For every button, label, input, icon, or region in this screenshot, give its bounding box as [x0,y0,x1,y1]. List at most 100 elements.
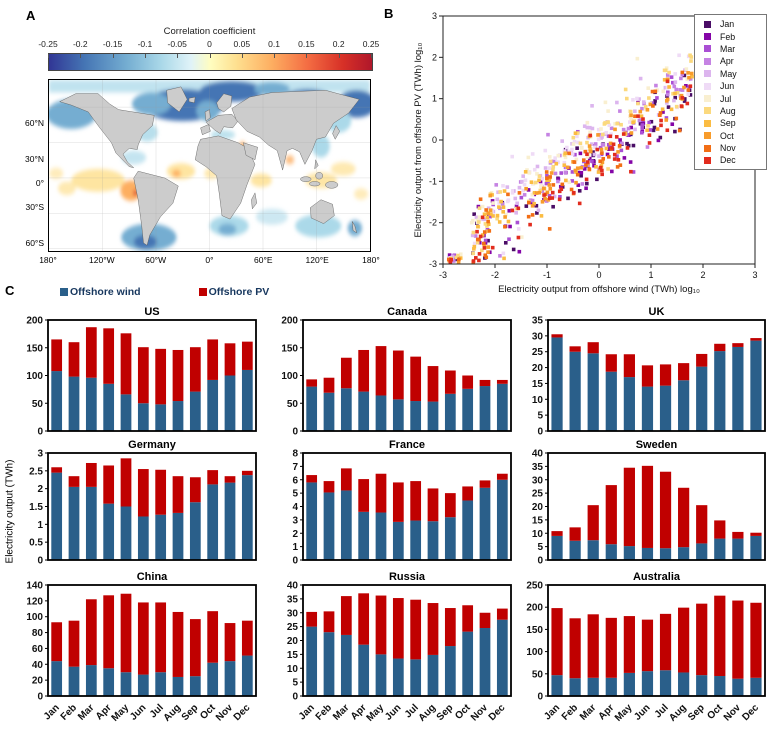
bar-ytick-label: 5 [292,678,298,689]
bar-ytick-label: 35 [532,462,544,473]
world-map-svg [46,80,377,251]
bar-month-label: Aug [667,702,689,724]
scatter-legend-item: Sep [695,117,766,129]
bar-wind-segment [85,377,97,431]
bar-pv-segment [427,603,439,655]
bar-ytick-label: 10 [532,395,544,406]
scatter-legend-item: Jun [695,80,766,92]
colorbar-tick-label: -0.25 [38,39,58,49]
bar-pv-segment [189,477,201,503]
bar-pv-segment [340,357,352,389]
bar-wind-segment [696,543,708,560]
scatter-xtick-label: 3 [752,270,757,280]
bar-month-label: Sep [435,702,456,723]
bar-chart-canada: Canada 0 50 100 150 200 [281,306,512,438]
bar-month-label: Mar [76,702,96,722]
panel-a-label: A [26,8,36,23]
scatter-panel: -3 -2 -1 0 1 2 3 -3 -2 -1 0 1 2 3 Electricity output f… [0,0,769,300]
bar-pv-segment [750,338,762,341]
bar-month-label: Nov [469,702,490,723]
bar-pv-segment [750,602,762,678]
bar-wind-segment [137,516,149,560]
bar-wind-segment [427,521,439,560]
bar-month-label: Apr [596,702,616,722]
bar-wind-segment [103,383,115,431]
map-lon-label: 60°W [145,255,167,265]
bar-legend: Offshore wind Offshore PV [60,286,327,298]
map-lon-label: 0° [205,255,214,265]
bar-legend-label: Offshore PV [208,286,270,298]
colorbar-tick-label: 0 [207,39,212,49]
bar-pv-segment [605,485,617,545]
bar-axes-box [47,452,257,561]
bar-ytick-label: 4 [292,502,298,513]
chart-title: Sweden [636,439,678,451]
bar-ytick-label: 0 [37,427,43,438]
bar-month-label: Sep [686,702,707,723]
bar-wind-segment [587,540,599,560]
bar-wind-segment [68,376,80,431]
bar-ytick-label: 25 [532,347,544,358]
bar-ytick-label: 140 [26,581,43,592]
land-australia [310,199,335,224]
bar-ytick-label: 30 [532,475,544,486]
bar-pv-segment [358,479,370,512]
bar-wind-segment [623,546,635,560]
bar-chart-russia: Russia 0 5 10 15 20 25 30 35 40 JanFebMarAprMayJun… [287,571,512,724]
bar-wind-segment [462,388,474,431]
bar-wind-segment [306,386,318,431]
colorbar-tick-label: 0.15 [298,39,315,49]
bar-pv-segment [68,342,80,377]
bar-pv-segment [479,480,491,488]
bar-wind-segment [323,392,335,431]
bar-wind-segment [427,401,439,431]
bar-month-label: Feb [59,702,79,722]
bar-pv-segment [479,612,491,629]
bar-pv-segment [155,348,167,405]
bar-pv-segment [306,611,318,627]
chart-title: Germany [128,439,177,451]
bar-pv-segment [340,596,352,635]
bar-ytick-label: 5 [537,542,543,553]
bar-ytick-label: 20 [32,676,44,687]
bar-pv-segment [462,486,474,501]
map-lat-label: 60°S [25,238,44,248]
scatter-legend-item: Nov [695,142,766,154]
bar-wind-segment [605,677,617,696]
bar-wind-segment [51,371,63,431]
bar-wind-segment [224,661,236,696]
scatter-legend-item: Dec [695,154,766,166]
bar-wind-segment [241,655,253,696]
scatter-legend-label: Sep [720,118,736,129]
land-borneo [315,172,323,180]
bar-chart-china: China 0 20 40 60 80 100 120 140 JanFebMarAprMayJu… [26,571,257,724]
bar-pv-segment [51,339,63,372]
bar-ytick-label: 30 [287,608,299,619]
bar-wind-segment [496,619,508,696]
bar-month-label: Jun [128,702,148,722]
map-lat-label: 0° [35,178,44,188]
scatter-legend-item: Jan [695,18,766,30]
bar-ytick-label: 150 [281,343,298,354]
land-madagascar [251,192,257,210]
bar-chart-sweden: Sweden 0 5 10 15 20 25 30 35 40 [532,439,766,567]
bar-pv-segment [392,350,404,400]
bar-wind-segment [323,632,335,696]
scatter-legend-label: Aug [720,105,736,116]
bar-month-label: May [613,702,635,724]
map-lon-label: 120°W [89,255,115,265]
month-color-swatch [704,82,711,90]
bar-ytick-label: 25 [532,489,544,500]
colorbar-tick-label: 0.2 [332,39,345,49]
bar-legend-swatch [60,288,68,296]
scatter-ytick-label: 0 [432,135,437,145]
bar-ytick-label: 30 [532,331,544,342]
bar-pv-segment [696,603,708,676]
land-north-america [59,93,155,169]
bar-ytick-label: 0 [292,556,298,567]
bar-pv-segment [714,520,726,539]
scatter-ytick-label: 3 [432,11,437,21]
bar-pv-segment [306,379,318,387]
colorbar-tick-label: -0.2 [72,39,88,49]
bar-ytick-label: 5 [292,489,298,500]
